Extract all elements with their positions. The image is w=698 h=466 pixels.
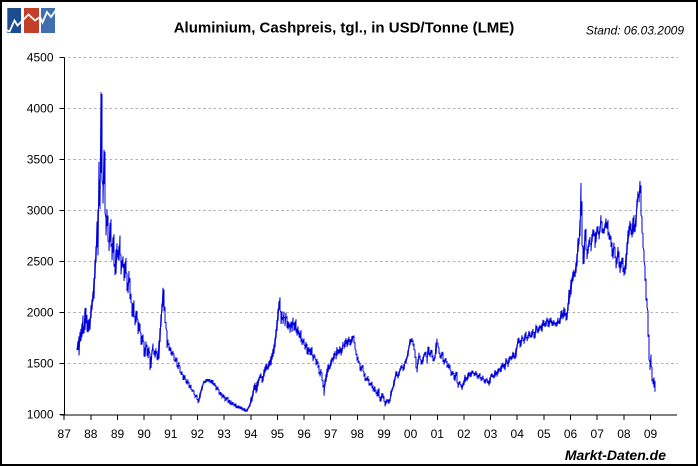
- svg-text:91: 91: [164, 427, 178, 441]
- svg-text:98: 98: [351, 427, 365, 441]
- svg-text:04: 04: [511, 427, 525, 441]
- svg-text:2000: 2000: [27, 306, 54, 320]
- svg-text:07: 07: [591, 427, 605, 441]
- svg-text:97: 97: [324, 427, 338, 441]
- svg-text:00: 00: [404, 427, 418, 441]
- svg-text:2500: 2500: [27, 255, 54, 269]
- svg-text:88: 88: [84, 427, 98, 441]
- svg-text:Markt-Daten.de: Markt-Daten.de: [565, 447, 666, 463]
- svg-text:1000: 1000: [27, 408, 54, 422]
- svg-text:92: 92: [191, 427, 205, 441]
- svg-text:Aluminium, Cashpreis, tgl., in: Aluminium, Cashpreis, tgl., in USD/Tonne…: [174, 20, 515, 37]
- svg-text:03: 03: [484, 427, 498, 441]
- svg-text:95: 95: [271, 427, 285, 441]
- svg-text:4500: 4500: [27, 51, 54, 65]
- svg-text:4000: 4000: [27, 102, 54, 116]
- svg-text:Stand: 06.03.2009: Stand: 06.03.2009: [586, 24, 684, 38]
- svg-text:3500: 3500: [27, 153, 54, 167]
- svg-text:08: 08: [617, 427, 631, 441]
- svg-text:93: 93: [217, 427, 231, 441]
- svg-text:05: 05: [537, 427, 551, 441]
- svg-text:96: 96: [297, 427, 311, 441]
- svg-text:87: 87: [58, 427, 72, 441]
- svg-text:99: 99: [377, 427, 391, 441]
- svg-text:06: 06: [564, 427, 578, 441]
- svg-text:94: 94: [244, 427, 258, 441]
- svg-text:1500: 1500: [27, 357, 54, 371]
- svg-text:01: 01: [431, 427, 445, 441]
- svg-text:3000: 3000: [27, 204, 54, 218]
- svg-text:02: 02: [457, 427, 471, 441]
- svg-text:09: 09: [644, 427, 658, 441]
- svg-text:89: 89: [111, 427, 125, 441]
- svg-text:90: 90: [137, 427, 151, 441]
